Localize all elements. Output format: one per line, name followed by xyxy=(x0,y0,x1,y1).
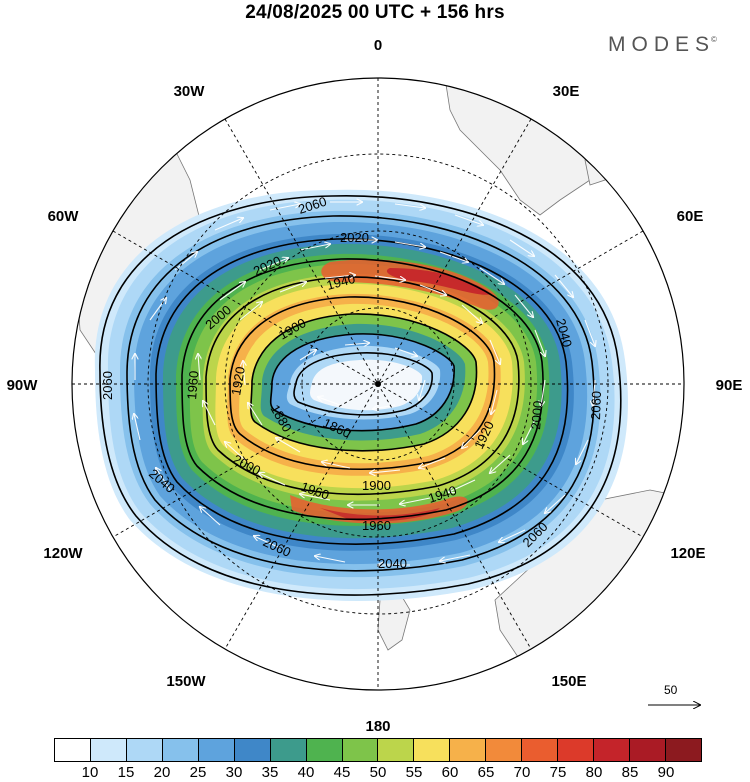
colorbar-label: 80 xyxy=(585,764,603,781)
lon-label-30w: 30W xyxy=(174,83,206,100)
contour-label: 1900 xyxy=(362,478,391,493)
wind-vectors xyxy=(134,202,595,565)
lon-label-120w: 120W xyxy=(43,545,83,562)
colorbar-label: 75 xyxy=(549,764,567,781)
colorbar-swatch xyxy=(270,739,307,761)
contour-label: 2060 xyxy=(588,391,604,420)
lon-label-180: 180 xyxy=(365,718,390,735)
height-contours xyxy=(99,195,622,596)
colorbar-labels: 10 15 20 25 30 35 40 45 50 55 60 65 70 75 80 85 90 xyxy=(0,764,750,782)
colorbar-label: 40 xyxy=(297,764,315,781)
lon-label-150w: 150W xyxy=(166,673,206,690)
contour-label: 2040 xyxy=(378,556,407,571)
colorbar-label: 10 xyxy=(81,764,99,781)
colorbar-label: 90 xyxy=(657,764,675,781)
colorbar-label: 30 xyxy=(225,764,243,781)
lon-label-150e: 150E xyxy=(551,673,586,690)
colorbar-label: 55 xyxy=(405,764,423,781)
graticule xyxy=(72,78,684,690)
colorbar-swatch xyxy=(198,739,235,761)
contour-labels: 2060 2020 2020 1940 2000 1900 1920 1860 … xyxy=(100,194,604,571)
colorbar-label: 85 xyxy=(621,764,639,781)
lon-label-60e: 60E xyxy=(677,208,704,225)
contour-label: 2060 xyxy=(100,371,115,400)
brand-mark: © xyxy=(711,35,717,44)
contour-label: 1920 xyxy=(228,365,248,396)
colorbar-label: 15 xyxy=(117,764,135,781)
lon-label-90e: 90E xyxy=(716,377,743,394)
colorbar-label: 65 xyxy=(477,764,495,781)
colorbar-swatch xyxy=(306,739,343,761)
contour-label: 1940 xyxy=(325,271,357,293)
lon-label-60w: 60W xyxy=(48,208,80,225)
contour-label: 1960 xyxy=(362,518,391,533)
colorbar-swatch xyxy=(486,739,523,761)
colorbar-swatch xyxy=(342,739,379,761)
brand-logo: MODES© xyxy=(608,33,721,57)
brand-name: MODES xyxy=(608,33,716,56)
colorbar-label: 70 xyxy=(513,764,531,781)
colorbar-swatch xyxy=(522,739,559,761)
colorbar xyxy=(54,738,702,762)
chart-title: 24/08/2025 00 UTC + 156 hrs xyxy=(245,2,505,23)
colorbar-swatch xyxy=(594,739,630,761)
colorbar-swatch xyxy=(90,739,127,761)
colorbar-swatch xyxy=(414,739,451,761)
lon-label-30e: 30E xyxy=(553,83,580,100)
colorbar-label: 25 xyxy=(189,764,207,781)
colorbar-swatch xyxy=(55,739,91,761)
longitude-labels: 0 30E 60E 90E 120E 150E 180 150W 120W 90… xyxy=(7,37,743,735)
colorbar-swatch xyxy=(665,739,701,761)
contour-label: 2040 xyxy=(553,317,575,349)
colorbar-label: 45 xyxy=(333,764,351,781)
colorbar-swatch xyxy=(126,739,163,761)
colorbar-label: 50 xyxy=(369,764,387,781)
colorbar-swatch xyxy=(378,739,415,761)
contour-label: 1960 xyxy=(184,370,201,400)
colorbar-label: 20 xyxy=(153,764,171,781)
reference-vector-value: 50 xyxy=(664,683,678,697)
colorbar-swatch xyxy=(630,739,666,761)
contour-label: 2000 xyxy=(528,400,545,430)
colorbar-swatch xyxy=(162,739,199,761)
contour-label: 2020 xyxy=(340,230,369,245)
map-boundary xyxy=(71,77,685,691)
land-madagascar xyxy=(584,149,613,186)
colorbar-swatch xyxy=(450,739,487,761)
lon-label-90w: 90W xyxy=(7,377,39,394)
lon-label-0: 0 xyxy=(374,37,382,54)
colorbar-label: 60 xyxy=(441,764,459,781)
lon-label-120e: 120E xyxy=(670,545,705,562)
colorbar-swatch xyxy=(234,739,271,761)
colorbar-swatch xyxy=(558,739,595,761)
colorbar-label: 35 xyxy=(261,764,279,781)
